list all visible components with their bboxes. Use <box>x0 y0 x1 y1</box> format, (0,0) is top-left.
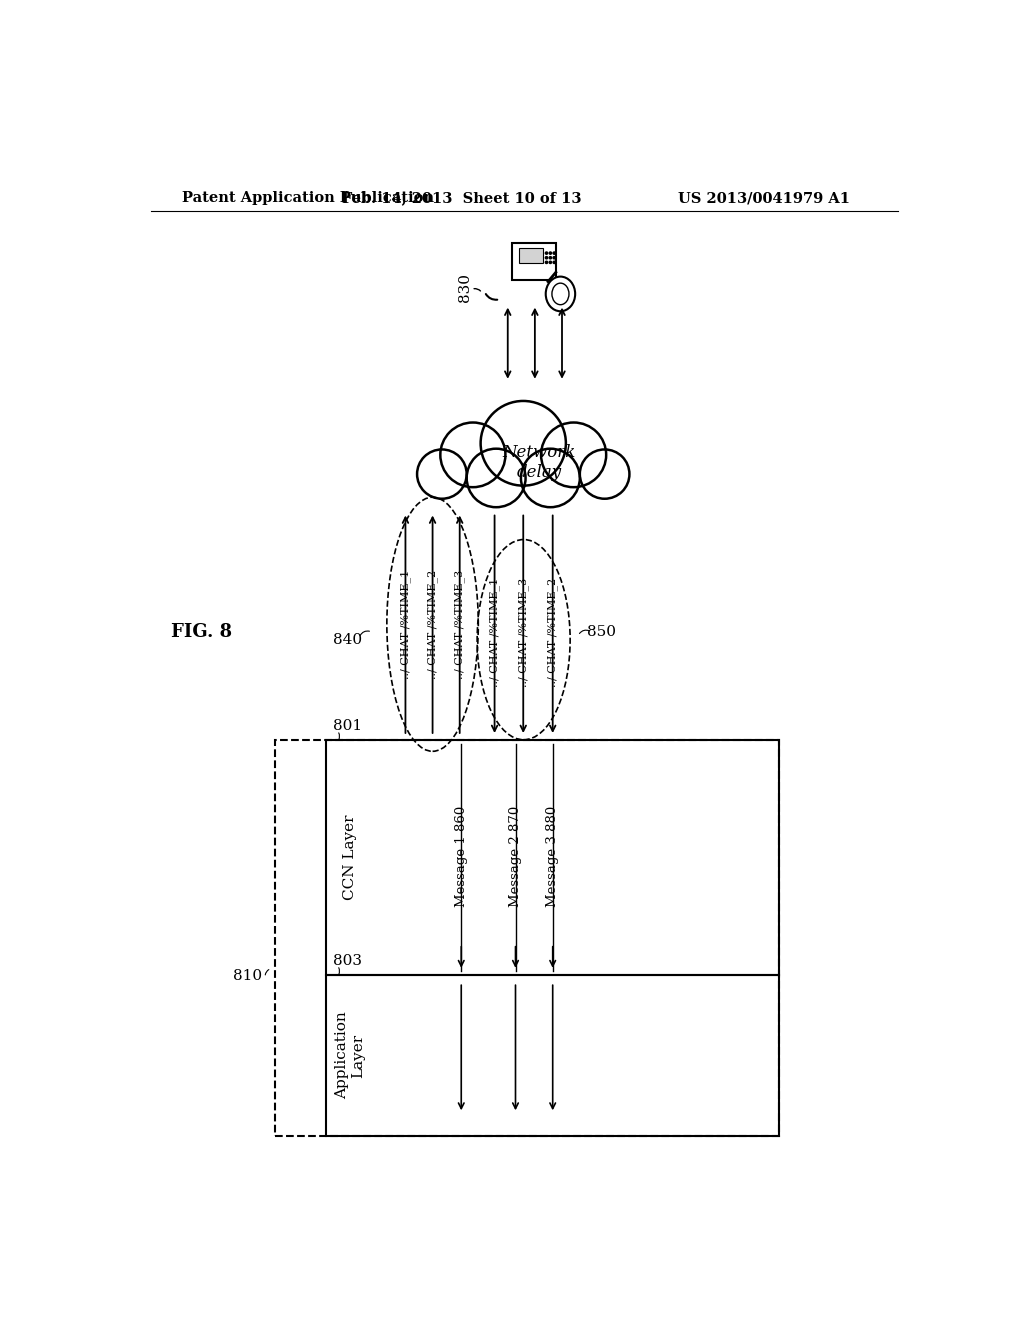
Circle shape <box>467 449 525 507</box>
Text: Feb. 14, 2013  Sheet 10 of 13: Feb. 14, 2013 Sheet 10 of 13 <box>341 191 581 206</box>
FancyBboxPatch shape <box>423 455 624 494</box>
Text: CCN Layer: CCN Layer <box>343 814 357 899</box>
Circle shape <box>549 252 552 255</box>
Text: 803: 803 <box>334 954 362 968</box>
Text: Message 1 860: Message 1 860 <box>455 807 468 907</box>
Circle shape <box>541 422 606 487</box>
Text: 850: 850 <box>587 624 615 639</box>
Text: 801: 801 <box>334 719 362 733</box>
Text: Message 3 880: Message 3 880 <box>546 807 559 907</box>
Text: ../ CHAT /%TIME_1: ../ CHAT /%TIME_1 <box>489 577 500 686</box>
Circle shape <box>521 449 580 507</box>
Circle shape <box>553 256 555 259</box>
Circle shape <box>553 252 555 255</box>
Circle shape <box>553 261 555 264</box>
Text: Application
Layer: Application Layer <box>335 1011 366 1100</box>
Text: ../ CHAT /%TIME_3: ../ CHAT /%TIME_3 <box>518 577 528 686</box>
Circle shape <box>580 450 630 499</box>
Circle shape <box>546 256 548 259</box>
Polygon shape <box>519 248 543 263</box>
Ellipse shape <box>546 277 575 312</box>
Circle shape <box>546 252 548 255</box>
Circle shape <box>549 256 552 259</box>
Circle shape <box>546 261 548 264</box>
Text: ../ CHAT /%TIME_2: ../ CHAT /%TIME_2 <box>548 577 558 686</box>
Polygon shape <box>512 243 556 280</box>
Text: Patent Application Publication: Patent Application Publication <box>182 191 434 206</box>
Circle shape <box>480 401 566 486</box>
Circle shape <box>417 450 467 499</box>
Circle shape <box>440 422 506 487</box>
Text: ../ CHAT /%TIME_3: ../ CHAT /%TIME_3 <box>455 570 465 678</box>
Text: 830: 830 <box>458 273 472 302</box>
Text: ../ CHAT /%TIME_1: ../ CHAT /%TIME_1 <box>400 570 411 678</box>
Text: 840: 840 <box>333 632 361 647</box>
Text: Message 2 870: Message 2 870 <box>509 807 522 907</box>
Text: FIG. 8: FIG. 8 <box>171 623 231 642</box>
Text: US 2013/0041979 A1: US 2013/0041979 A1 <box>678 191 850 206</box>
Text: ../ CHAT /%TIME_2: ../ CHAT /%TIME_2 <box>427 570 438 678</box>
Circle shape <box>549 261 552 264</box>
Text: Network
delay: Network delay <box>502 445 575 480</box>
Text: 810: 810 <box>232 969 262 983</box>
